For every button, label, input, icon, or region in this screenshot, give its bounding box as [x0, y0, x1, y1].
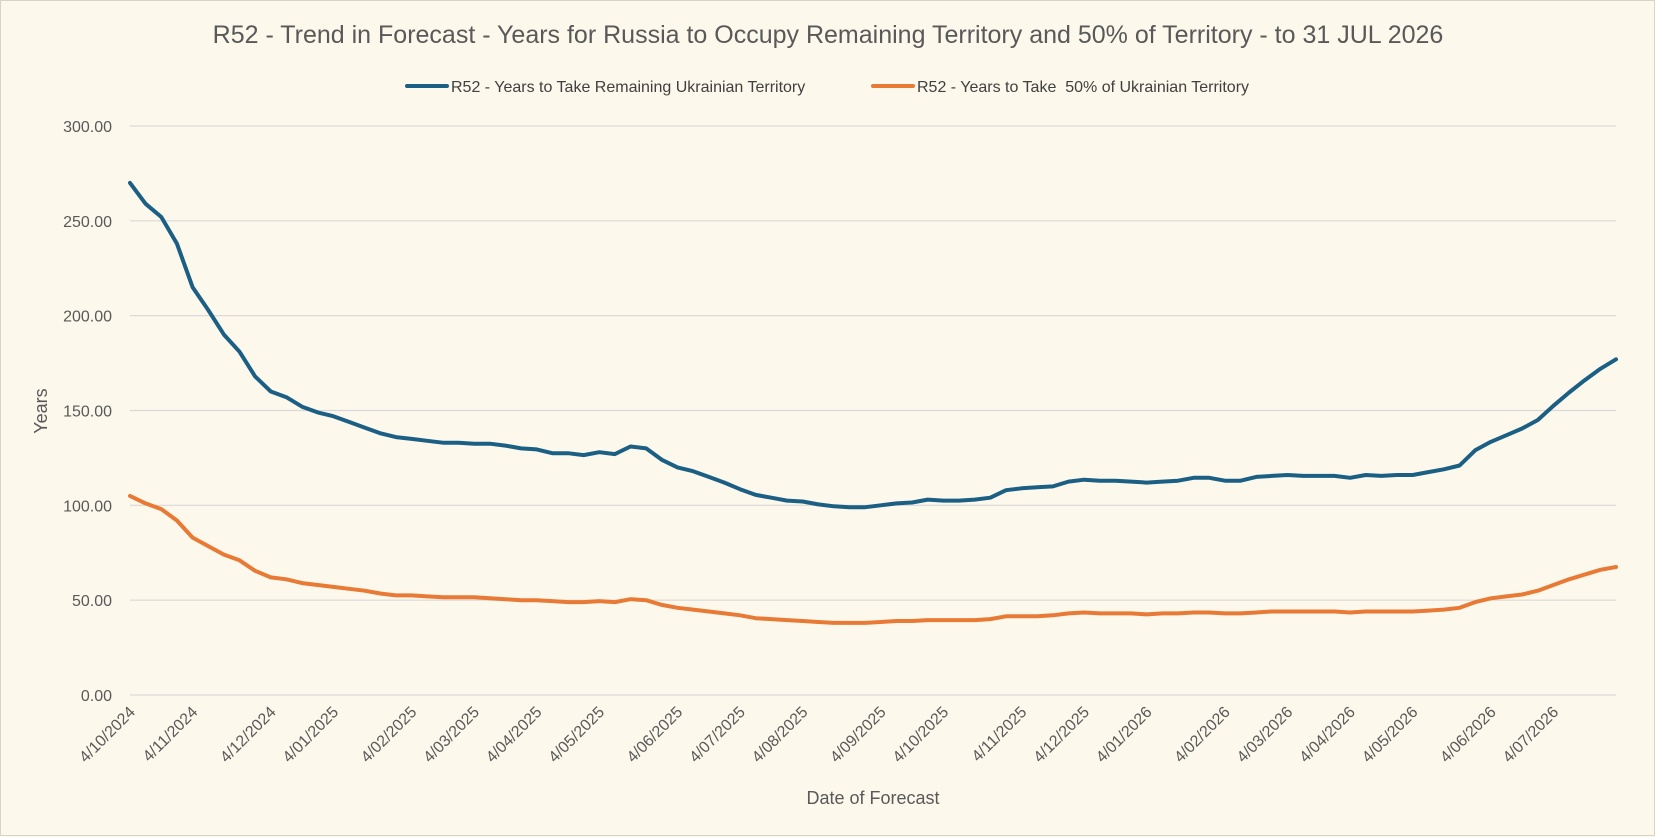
x-tick-label: 4/11/2025 — [969, 704, 1031, 766]
y-tick-label: 150.00 — [63, 404, 112, 421]
x-tick-label: 4/06/2025 — [624, 704, 686, 766]
x-axis-ticks: 4/10/2024 4/11/2024 4/12/2024 4/01/2025 4/02… — [76, 704, 1562, 766]
x-tick-label: 4/09/2025 — [827, 704, 889, 766]
y-tick-label: 100.00 — [63, 498, 112, 515]
x-tick-label: 4/05/2025 — [546, 704, 608, 766]
y-axis-title: Years — [31, 388, 51, 433]
x-tick-label: 4/06/2026 — [1437, 704, 1499, 766]
y-tick-label: 0.00 — [81, 688, 112, 705]
x-tick-label: 4/04/2025 — [483, 704, 545, 766]
x-tick-label: 4/04/2026 — [1297, 704, 1359, 766]
x-tick-label: 4/10/2024 — [76, 704, 138, 766]
x-axis-title: Date of Forecast — [806, 788, 939, 808]
chart-title: R52 - Trend in Forecast - Years for Russ… — [213, 21, 1444, 49]
x-tick-label: 4/08/2025 — [749, 704, 811, 766]
y-tick-label: 300.00 — [63, 119, 112, 136]
x-tick-label: 4/10/2025 — [890, 704, 952, 766]
x-tick-label: 4/01/2025 — [280, 704, 342, 766]
series-lines — [128, 180, 1618, 625]
x-tick-label: 4/02/2025 — [358, 704, 420, 766]
x-tick-label: 4/12/2025 — [1031, 704, 1093, 766]
legend: R52 - Years to Take Remaining Ukrainian … — [405, 79, 1249, 96]
y-axis-ticks: 0.00 50.00 100.00 150.00 200.00 250.00 300.00 — [63, 119, 112, 705]
x-tick-label: 4/02/2026 — [1171, 704, 1233, 766]
x-tick-label: 4/03/2025 — [421, 704, 483, 766]
y-tick-label: 200.00 — [63, 309, 112, 326]
x-tick-label: 4/01/2026 — [1093, 704, 1155, 766]
legend-label-fifty-percent: R52 - Years to Take 50% of Ukrainian Ter… — [917, 79, 1249, 96]
x-tick-label: 4/11/2024 — [140, 704, 202, 766]
x-tick-label: 4/03/2026 — [1234, 704, 1296, 766]
legend-label-remaining: R52 - Years to Take Remaining Ukrainian … — [451, 79, 805, 96]
y-tick-label: 50.00 — [72, 593, 112, 610]
series-line-remaining-territory — [128, 180, 1618, 510]
x-tick-label: 4/07/2026 — [1500, 704, 1562, 766]
series-line-fifty-percent-territory — [128, 493, 1618, 625]
x-tick-label: 4/07/2025 — [687, 704, 749, 766]
x-tick-label: 4/12/2024 — [217, 704, 279, 766]
y-tick-label: 250.00 — [63, 214, 112, 231]
x-tick-label: 4/05/2026 — [1359, 704, 1421, 766]
